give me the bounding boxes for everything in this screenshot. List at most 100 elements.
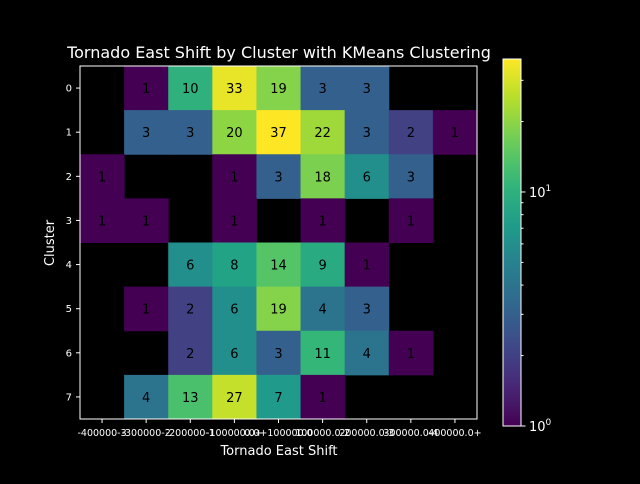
cell-value-label: 13 (182, 391, 199, 406)
heatmap-cell (124, 374, 169, 420)
cell-value-label: 3 (363, 126, 371, 141)
cell-value-label: 2 (186, 303, 194, 318)
cell-value-label: 10 (182, 82, 199, 97)
heatmap-cell (300, 110, 346, 155)
cell-value-label: 6 (186, 259, 194, 274)
cell-value-label: 1 (407, 214, 415, 229)
heatmap-cell (168, 330, 213, 376)
heatmap-cell (300, 66, 346, 111)
y-tick-label: 7 (66, 392, 72, 403)
cell-value-label: 1 (98, 214, 106, 229)
cell-value-label: 6 (230, 347, 238, 362)
cell-value-label: 18 (314, 170, 331, 185)
heatmap-cell (212, 374, 257, 420)
cell-value-label: 1 (98, 170, 106, 185)
axis-ticks: -400000-3-300000-2-200000-1-100000.0+0.0… (66, 84, 482, 439)
y-tick-label: 6 (66, 348, 72, 359)
heatmap-cell (300, 330, 346, 376)
y-tick-label: 3 (66, 216, 72, 227)
cell-value-label: 33 (226, 82, 243, 97)
heatmap-cell (256, 154, 302, 199)
heatmap-cell (256, 286, 302, 332)
heatmap-cell (300, 242, 346, 288)
cell-value-label: 20 (226, 126, 243, 141)
cell-value-label: 3 (274, 170, 282, 185)
cell-value-label: 6 (363, 170, 371, 185)
heatmap-cell (168, 242, 213, 288)
cell-value-label: 1 (142, 303, 150, 318)
x-tick-label: 300000.0-4 (383, 428, 438, 439)
heatmap-cell (300, 286, 346, 332)
y-tick-label: 5 (66, 304, 72, 315)
cell-value-label: 1 (407, 347, 415, 362)
heatmap-cell (168, 110, 213, 155)
cell-value-label: 1 (363, 259, 371, 274)
cell-value-label: 1 (230, 170, 238, 185)
heatmap-cell (388, 154, 434, 199)
heatmap-cell (256, 374, 302, 420)
x-tick-label: -100000.0+ (206, 428, 263, 439)
heatmap-cell (212, 330, 257, 376)
cell-value-label: 1 (142, 82, 150, 97)
heatmap-cell (212, 110, 257, 155)
heatmap-cell (432, 110, 478, 155)
heatmap-cell (168, 286, 213, 332)
x-tick-label: -400000-3 (77, 428, 126, 439)
cell-value-label: 27 (226, 391, 243, 406)
heatmap-cells: 1 10 33 19 3 33 3 20 37 22 3 2 11 1 3 18 6 31 1 1 1 16 8 14 9 11 2… (79, 65, 478, 420)
heatmap-cell (388, 330, 434, 376)
cell-value-label: 9 (318, 259, 326, 274)
heatmap-cell (168, 374, 213, 420)
cell-value-label: 1 (142, 214, 150, 229)
heatmap-cell (344, 330, 390, 376)
cell-value-label: 14 (270, 259, 287, 274)
heatmap-cell (212, 154, 257, 199)
cell-value-label: 8 (230, 259, 238, 274)
y-tick-label: 0 (66, 84, 72, 95)
x-tick-label: -300000-2 (122, 428, 171, 439)
cell-value-label: 1 (318, 214, 326, 229)
heatmap-cell (256, 330, 302, 376)
heatmap-cell (344, 154, 390, 199)
cell-value-label: 4 (318, 303, 326, 318)
cell-value-label: 19 (270, 303, 287, 318)
heatmap-cell (124, 286, 169, 332)
heatmap-cell (80, 154, 125, 199)
colorbar-tick-label: 101 (529, 184, 551, 201)
heatmap-cell (344, 242, 390, 288)
cell-value-label: 4 (363, 347, 371, 362)
cell-value-label: 1 (451, 126, 459, 141)
heatmap-cell (256, 66, 302, 111)
x-tick-label: 0.0+100000.0 (244, 428, 312, 439)
heatmap-cell (212, 198, 257, 243)
chart-title: Tornado East Shift by Cluster with KMean… (66, 43, 491, 62)
y-axis-label: Cluster (43, 219, 58, 266)
heatmap-cell (344, 286, 390, 332)
cell-value-label: 6 (230, 303, 238, 318)
heatmap-cell (168, 66, 213, 111)
colorbar-tick-label: 100 (529, 418, 552, 435)
cell-value-label: 19 (270, 82, 287, 97)
heatmap-cell (212, 242, 257, 288)
cell-value-label: 3 (142, 126, 150, 141)
cell-value-label: 3 (363, 303, 371, 318)
x-tick-label: -200000-1 (166, 428, 215, 439)
y-tick-label: 4 (66, 260, 72, 271)
cell-value-label: 7 (274, 391, 282, 406)
heatmap-cell (124, 198, 169, 243)
cell-value-label: 4 (142, 391, 150, 406)
heatmap-cell (388, 198, 434, 243)
cell-value-label: 3 (274, 347, 282, 362)
y-tick-label: 2 (66, 172, 72, 183)
cell-value-label: 3 (363, 82, 371, 97)
cell-value-label: 2 (186, 347, 194, 362)
heatmap-cell (124, 110, 169, 155)
cell-value-label: 1 (318, 391, 326, 406)
x-tick-label: 100000.0-2 (295, 428, 350, 439)
colorbar-gradient (502, 58, 522, 427)
cell-value-label: 11 (314, 347, 331, 362)
heatmap-cell (344, 66, 390, 111)
cell-value-label: 37 (270, 126, 287, 141)
